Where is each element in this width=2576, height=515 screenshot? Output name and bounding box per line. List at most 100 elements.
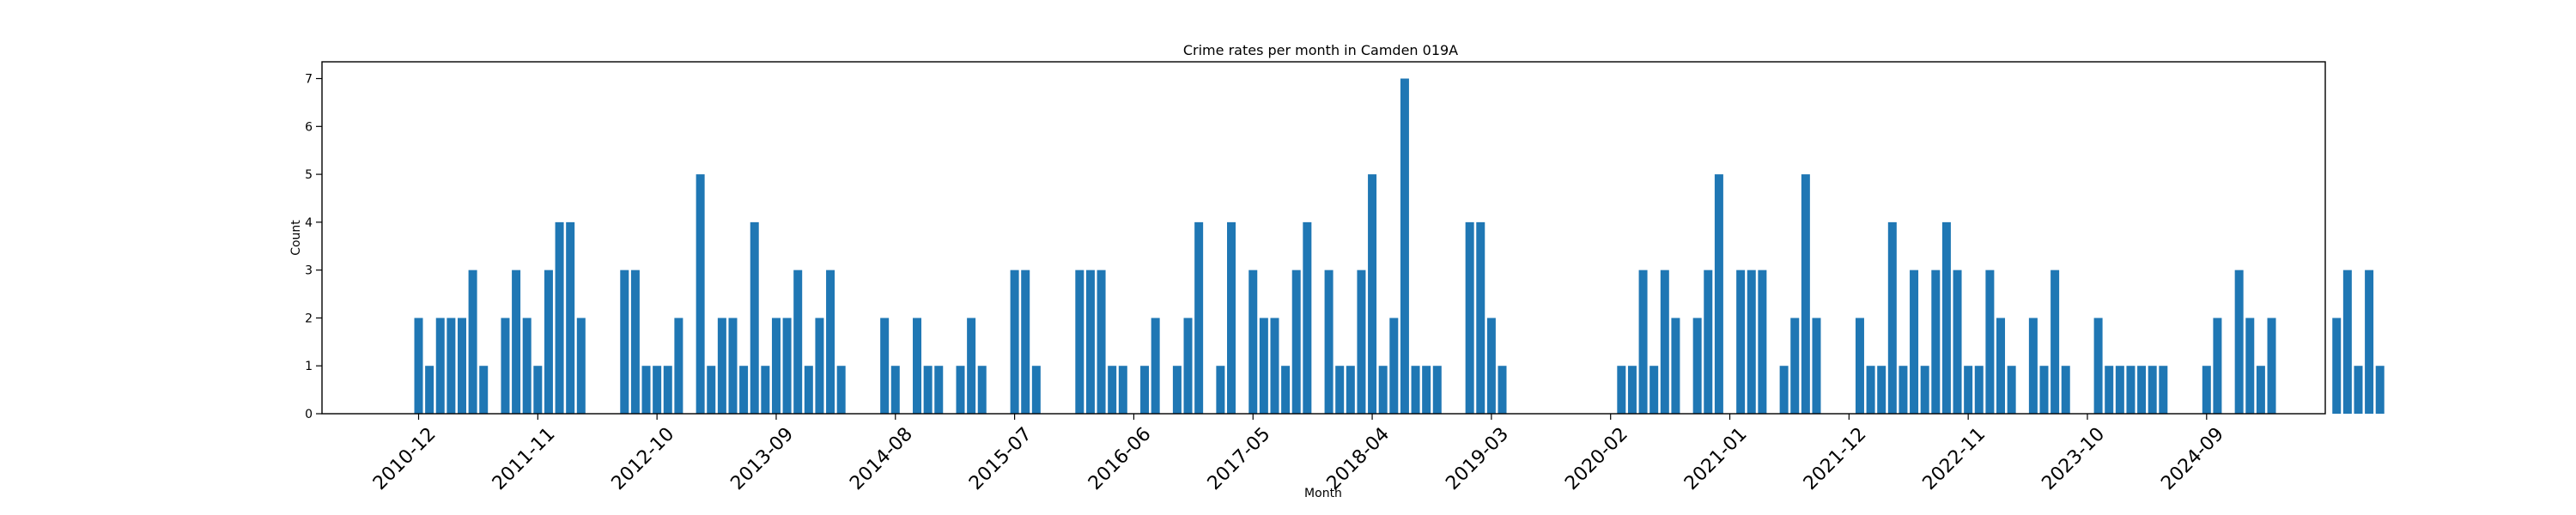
bar <box>1194 221 1204 414</box>
bar <box>1920 366 1929 414</box>
bar <box>2213 318 2222 414</box>
bar <box>1692 318 1702 414</box>
bar <box>1877 366 1886 414</box>
bar <box>1736 270 1746 414</box>
y-tick-label: 4 <box>305 216 313 230</box>
bar <box>435 318 445 414</box>
bar <box>728 318 738 414</box>
bar <box>2234 270 2244 414</box>
bar <box>967 318 976 414</box>
bar <box>782 318 792 414</box>
bar <box>771 318 781 414</box>
bar <box>1638 270 1648 414</box>
bar <box>566 221 575 414</box>
bar <box>1010 270 1019 414</box>
bar <box>2245 318 2255 414</box>
bar <box>1790 318 1800 414</box>
bar <box>1335 366 1345 414</box>
bar <box>1097 270 1106 414</box>
x-tick-label: 2013-09 <box>726 423 798 494</box>
bar <box>890 366 900 414</box>
bar <box>1498 366 1507 414</box>
bar <box>479 366 489 414</box>
y-tick-label: 7 <box>305 73 313 87</box>
x-tick-label: 2017-05 <box>1204 423 1275 494</box>
bar <box>1108 366 1117 414</box>
bar <box>696 174 705 414</box>
bar <box>1910 270 1919 414</box>
bar <box>1151 318 1160 414</box>
bar <box>1281 366 1291 414</box>
bar <box>2148 366 2157 414</box>
bar <box>1801 174 1810 414</box>
bar <box>1758 270 1767 414</box>
bar <box>804 366 813 414</box>
bar <box>2365 270 2374 414</box>
y-tick-label: 5 <box>305 168 313 182</box>
x-axis-label: Month <box>1304 487 1342 500</box>
bar <box>1964 366 1973 414</box>
bar <box>1357 270 1366 414</box>
bar <box>1812 318 1821 414</box>
bar <box>1432 366 1442 414</box>
bar <box>1899 366 1908 414</box>
bar <box>641 366 651 414</box>
bar <box>1227 221 1236 414</box>
bar <box>674 318 683 414</box>
bar <box>1368 174 1377 414</box>
bar <box>1021 270 1030 414</box>
x-axis: 2010-12 2011-11 2012-10 2013-09 2014-08 2015-… <box>369 414 2228 494</box>
bar <box>576 318 586 414</box>
bar <box>923 366 933 414</box>
bar <box>1627 366 1637 414</box>
bar <box>1031 366 1041 414</box>
bar <box>1974 366 1984 414</box>
bar <box>934 366 944 414</box>
bar <box>880 318 890 414</box>
bar <box>1183 318 1193 414</box>
bar <box>793 270 803 414</box>
bar <box>750 221 759 414</box>
x-tick-label: 2019-03 <box>1442 423 1513 494</box>
bar <box>522 318 532 414</box>
bar <box>1259 318 1268 414</box>
bar <box>512 270 521 414</box>
bar <box>2267 318 2276 414</box>
bar <box>1617 366 1626 414</box>
bar <box>956 366 965 414</box>
bar <box>1779 366 1789 414</box>
bar <box>761 366 770 414</box>
bar <box>544 270 553 414</box>
bar <box>1866 366 1875 414</box>
bar <box>555 221 564 414</box>
bar <box>1476 221 1485 414</box>
x-tick-label: 2011-11 <box>489 423 560 494</box>
bar <box>1291 270 1301 414</box>
chart-title: Crime rates per month in Camden 019A <box>1183 42 1458 58</box>
x-tick-label: 2018-04 <box>1323 423 1394 494</box>
bar <box>2159 366 2168 414</box>
bar <box>2354 366 2363 414</box>
bar <box>2093 318 2103 414</box>
bar <box>1216 366 1225 414</box>
bar <box>1486 318 1496 414</box>
bar <box>2137 366 2147 414</box>
x-tick-label: 2022-11 <box>1919 423 1990 494</box>
bar <box>2007 366 2016 414</box>
bar <box>2028 318 2038 414</box>
bar <box>1303 221 1312 414</box>
bar <box>1422 366 1431 414</box>
bar <box>457 318 466 414</box>
bar <box>1270 318 1279 414</box>
bar <box>2342 270 2352 414</box>
y-axis: 0 1 2 3 4 5 6 7 <box>305 73 322 421</box>
bar <box>653 366 662 414</box>
plot-frame <box>321 61 2326 415</box>
bar <box>1378 366 1388 414</box>
bar <box>1085 270 1095 414</box>
bar <box>2375 366 2385 414</box>
bar <box>1953 270 1962 414</box>
x-tick-label: 2021-12 <box>1800 423 1871 494</box>
y-axis-label: Count <box>289 220 303 256</box>
